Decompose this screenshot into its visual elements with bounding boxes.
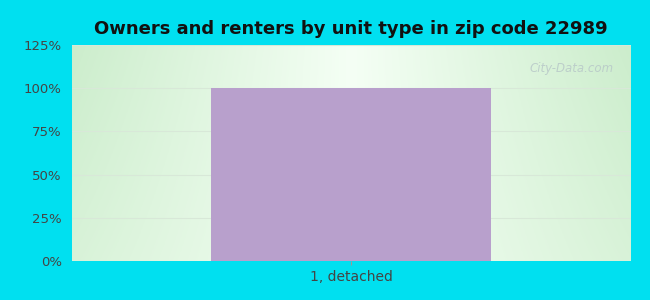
Bar (211, 88, 491, 261)
Title: Owners and renters by unit type in zip code 22989: Owners and renters by unit type in zip c… (94, 20, 608, 38)
Text: City-Data.com: City-Data.com (530, 62, 614, 75)
